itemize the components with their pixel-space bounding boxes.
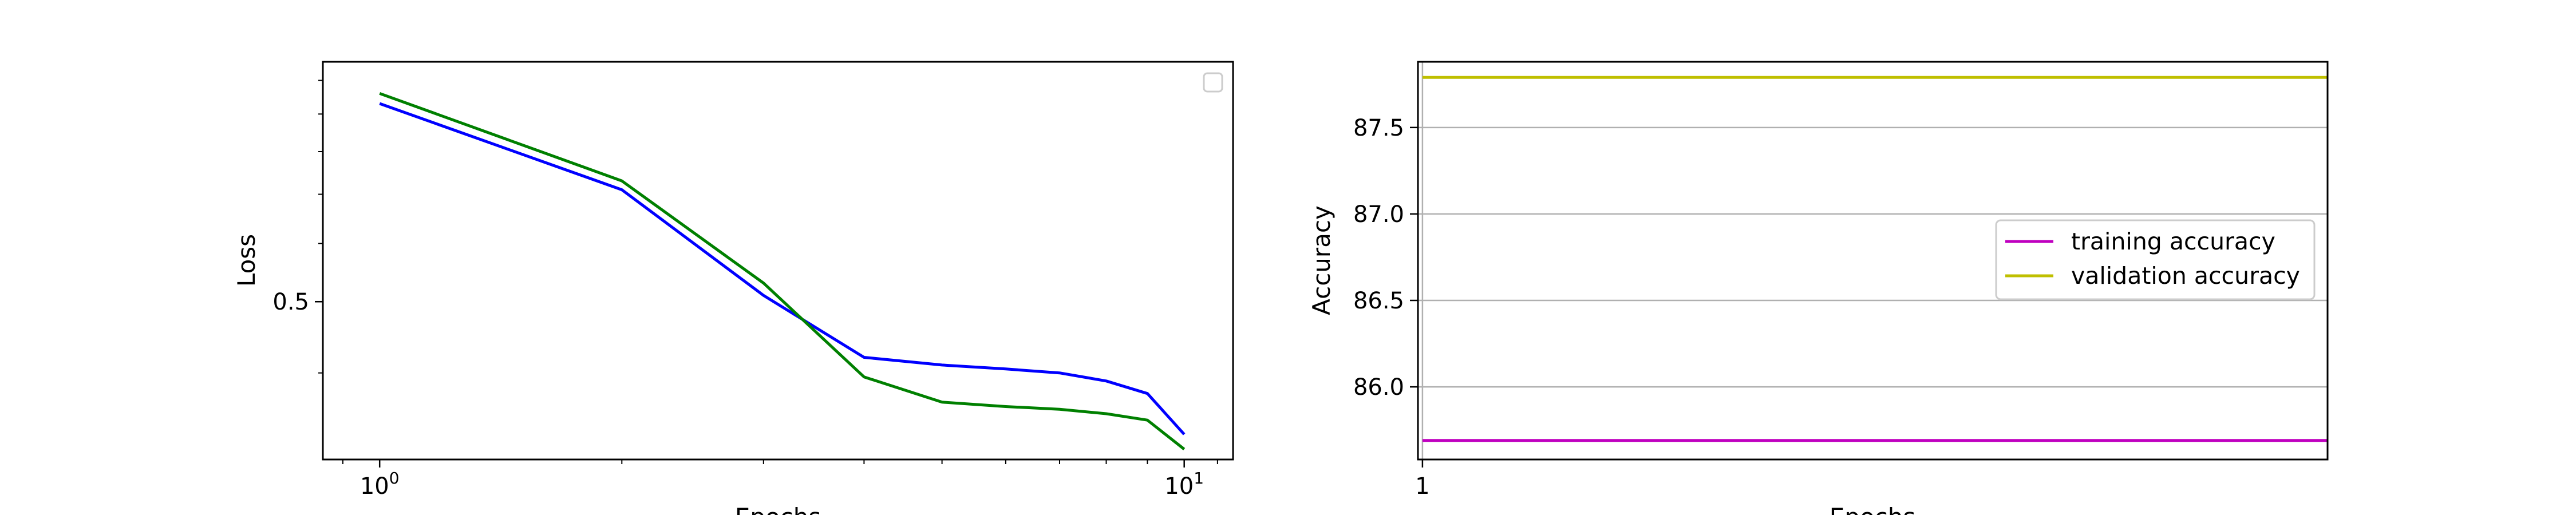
accuracy-y-tick-label-0: 86.0 [1353, 374, 1404, 401]
loss-plot-frame [322, 61, 1234, 461]
loss-series-line-1 [379, 92, 1186, 450]
loss-y-tick-label-0: 0.5 [272, 289, 309, 315]
accuracy-chart: 1 86.0 86.5 87.0 87.5 Accuracy Epochs train… [1307, 61, 2329, 515]
accuracy-y-tick-label-1: 86.5 [1353, 288, 1404, 314]
accuracy-y-tick-label-2: 87.0 [1353, 201, 1404, 228]
accuracy-legend: training accuracy validation accuracy [1995, 219, 2316, 300]
loss-x-tick-label-1: 101 [1164, 469, 1204, 500]
accuracy-plot-frame [1417, 61, 2329, 461]
accuracy-x-tick-label-0: 1 [1415, 473, 1429, 500]
accuracy-y-axis-label: Accuracy [1307, 205, 1336, 315]
loss-series-line-0 [379, 102, 1186, 435]
legend-label-validation: validation accuracy [2071, 262, 2300, 290]
loss-y-axis-label: Loss [232, 234, 260, 287]
loss-x-axis-label: Epochs [735, 503, 821, 515]
loss-x-tick-label-0: 100 [360, 469, 400, 500]
accuracy-x-axis-label: Epochs [1830, 503, 1916, 515]
legend-label-training: training accuracy [2071, 228, 2275, 255]
accuracy-y-tick-label-3: 87.5 [1353, 115, 1404, 141]
loss-legend-box [1203, 72, 1223, 93]
loss-chart: 100 101 0.5 Loss Epochs [232, 61, 1234, 515]
